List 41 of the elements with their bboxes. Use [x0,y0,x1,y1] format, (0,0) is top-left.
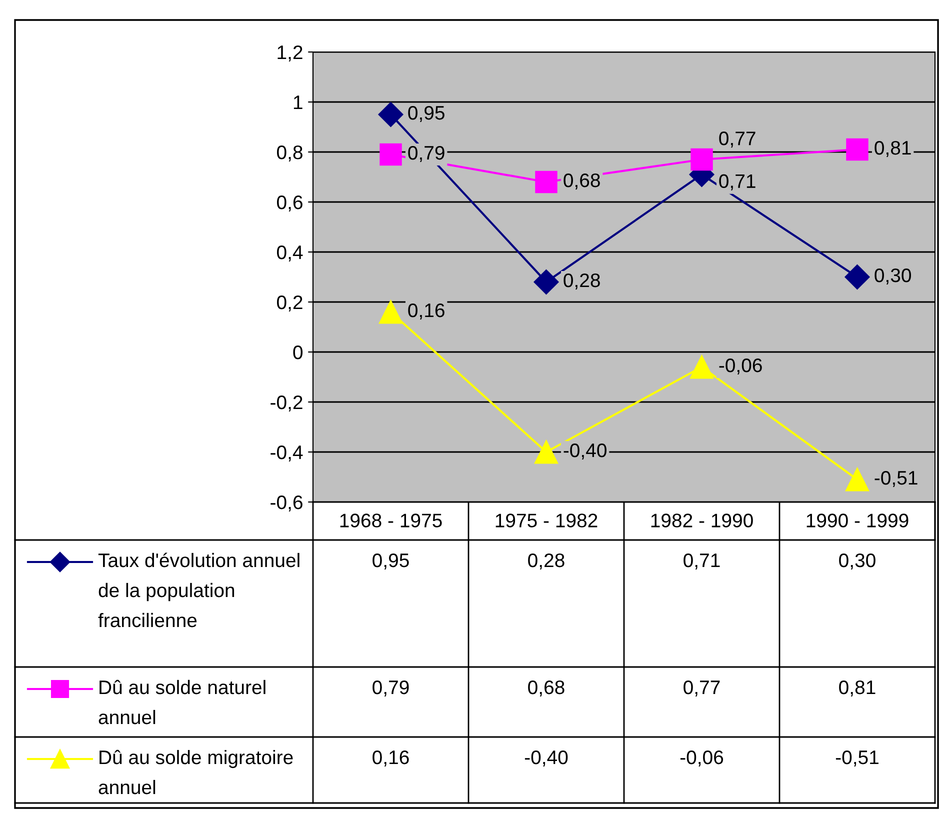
text: 0,79 [408,146,444,162]
y-tick-label: 0,4 [277,245,303,262]
text: 0,16 [408,303,444,320]
y-tick-label: 0,8 [277,145,302,162]
x-tick-label: 1968 - 1975 [340,514,442,528]
y-tick-label: -0,4 [270,445,303,462]
y-tick-label: 1,2 [278,45,302,62]
y-tick-label: 1 [294,96,302,110]
text: 0,30 [874,268,911,285]
data-label: 0,79 [372,680,409,697]
x-tick-label: 1990 - 1999 [806,514,908,528]
text: -0,51 [874,470,918,488]
y-tick-label: -0,6 [270,495,302,512]
text: 0,77 [719,132,756,148]
y-tick-label: -0,2 [270,395,302,412]
legend-label: Taux d'évolution annuel de la population francilienne [98,552,300,628]
text: -0,06 [719,358,762,375]
x-tick-label: 1982 - 1990 [651,514,753,528]
data-label: 0,28 [528,553,564,570]
legend-label: Dû au solde naturel annuel [98,680,266,724]
text: 0,81 [874,140,911,158]
data-label: 0,77 [684,680,720,697]
data-label: -0,06 [680,750,724,767]
data-label: 0,95 [372,553,409,570]
text: 0,71 [719,174,756,190]
x-tick-label: 1975 - 1982 [496,514,598,528]
data-label: 0,30 [839,553,876,570]
data-label: 0,81 [839,680,876,697]
text: -0,40 [564,443,606,460]
y-tick-label: 0 [293,345,303,360]
text: 0,68 [564,173,600,190]
data-label: -0,40 [524,750,568,767]
text: 0,28 [564,273,600,290]
data-label: 0,16 [372,750,409,767]
y-tick-label: 0,6 [277,195,302,212]
data-label: 0,68 [528,680,564,697]
data-label: 0,71 [684,553,720,570]
data-label: -0,51 [836,750,878,767]
legend-label: Dû au solde migratoire annuel [98,750,293,794]
text: 0,95 [408,106,444,122]
y-tick-label: 0,2 [277,295,302,312]
